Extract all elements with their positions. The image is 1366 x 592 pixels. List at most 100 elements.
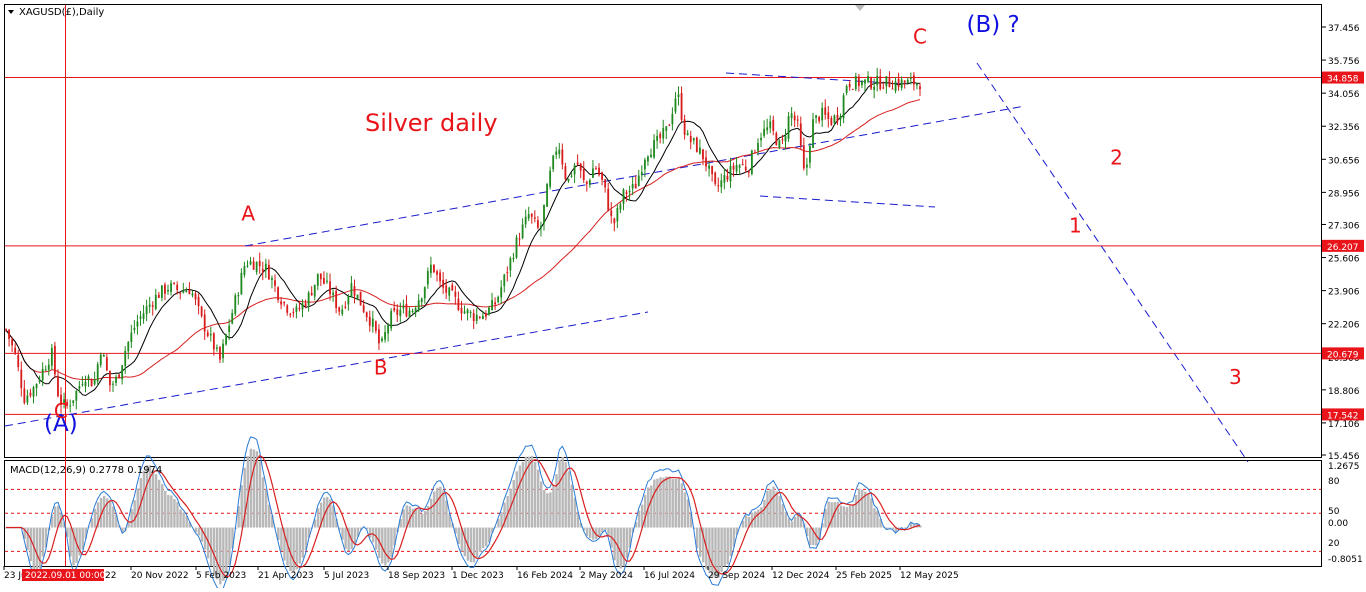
macd-histogram-bar <box>543 490 545 528</box>
macd-histogram-bar <box>568 471 570 527</box>
price-tick-label: 15.456 <box>1328 452 1360 462</box>
candle <box>54 342 56 378</box>
macd-histogram-bar <box>39 528 41 569</box>
macd-histogram-bar <box>775 491 777 527</box>
macd-histogram-bar <box>785 512 787 528</box>
macd-histogram-bar <box>225 528 227 574</box>
macd-histogram-bar <box>638 511 640 528</box>
macd-histogram-bar <box>470 528 472 563</box>
macd-histogram-bar <box>549 492 551 527</box>
macd-histogram-bar <box>852 505 854 528</box>
macd-histogram-bar <box>876 511 878 528</box>
date-tick-label: 5 Feb 2023 <box>196 571 246 581</box>
macd-histogram-bar <box>684 492 686 527</box>
date-tick-label: 1 Dec 2023 <box>452 571 504 581</box>
macd-axis-label: 50 <box>1328 507 1340 517</box>
candle <box>225 334 227 346</box>
candle <box>714 171 716 186</box>
macd-histogram-bar <box>476 528 478 558</box>
macd-histogram-bar <box>730 528 732 557</box>
macd-histogram-bar <box>522 462 524 528</box>
macd-histogram-bar <box>586 528 588 536</box>
price-tick-label: 25.606 <box>1328 255 1360 265</box>
macd-histogram-bar <box>720 528 722 572</box>
price-tick-label: 35.756 <box>1328 57 1360 67</box>
macd-histogram-bar <box>797 515 799 528</box>
candle <box>870 77 872 91</box>
candle <box>91 378 93 386</box>
macd-histogram-bar <box>421 514 423 528</box>
macd-header: MACD(12,26,9) 0.2778 0.1974 <box>10 465 162 476</box>
macd-histogram-bar <box>390 528 392 558</box>
main-panel-frame <box>5 5 1322 458</box>
macd-histogram-bar <box>561 457 563 528</box>
candle <box>751 150 753 176</box>
wave-label: C <box>913 25 927 49</box>
macd-axis-label: 1.2675 <box>1328 462 1360 472</box>
macd-histogram-bar <box>167 495 169 528</box>
candle <box>234 293 236 316</box>
macd-histogram-bar <box>830 502 832 527</box>
macd-histogram-bar <box>326 497 328 528</box>
macd-histogram-bar <box>763 500 765 528</box>
wave-label: 2 <box>1110 145 1123 169</box>
macd-histogram-bar <box>613 528 615 561</box>
macd-histogram-bar <box>745 516 747 528</box>
macd-histogram-bar <box>589 528 591 539</box>
wave-label: 1 <box>1069 213 1082 237</box>
macd-histogram-bar <box>109 501 111 527</box>
macd-histogram-bar <box>402 509 404 527</box>
price-tick-label: 23.906 <box>1328 288 1360 298</box>
macd-histogram-bar <box>30 528 32 562</box>
macd-histogram-bar <box>782 504 784 527</box>
macd-histogram-bar <box>479 528 481 552</box>
macd-histogram-bar <box>436 488 438 528</box>
macd-histogram-bar <box>861 490 863 528</box>
macd-histogram-bar <box>213 528 215 575</box>
macd-histogram-bar <box>259 461 261 527</box>
macd-histogram-bar <box>182 512 184 527</box>
macd-histogram-bar <box>464 528 466 557</box>
macd-histogram-bar <box>482 528 484 549</box>
macd-histogram-bar <box>133 500 135 527</box>
macd-histogram-bar <box>268 505 270 528</box>
macd-histogram-bar <box>384 528 386 566</box>
macd-axis-label: 80 <box>1328 477 1340 487</box>
macd-histogram-bar <box>574 498 576 528</box>
macd-histogram-bar <box>265 489 267 527</box>
macd-histogram-bar <box>137 488 139 527</box>
wave-label: B <box>374 355 388 379</box>
macd-histogram-bar <box>513 480 515 527</box>
level-tag-label: 17.542 <box>1327 411 1359 421</box>
macd-histogram-bar <box>36 528 38 574</box>
candle <box>788 112 790 142</box>
macd-histogram-bar <box>500 512 502 528</box>
candle <box>516 235 518 259</box>
macd-histogram-bar <box>867 494 869 528</box>
macd-histogram-bar <box>458 528 460 544</box>
macd-histogram-bar <box>552 485 554 527</box>
macd-histogram-bar <box>727 528 729 565</box>
macd-histogram-bar <box>525 457 527 528</box>
macd-histogram-bar <box>858 488 860 527</box>
macd-histogram-bar <box>164 491 166 528</box>
macd-histogram-bar <box>678 478 680 528</box>
macd-histogram-bar <box>26 528 28 551</box>
level-tag-label: 34.858 <box>1327 75 1359 85</box>
candle <box>360 292 362 306</box>
date-tick-label: 16 Jul 2024 <box>644 571 695 581</box>
macd-histogram-bar <box>424 511 426 528</box>
macd-histogram-bar <box>430 499 432 528</box>
macd-histogram-bar <box>708 528 710 572</box>
macd-histogram-bar <box>855 495 857 528</box>
candle <box>390 308 392 331</box>
macd-histogram-bar <box>54 506 56 527</box>
macd-histogram-bar <box>711 528 713 577</box>
macd-histogram-bar <box>650 485 652 527</box>
macd-histogram-bar <box>604 528 606 530</box>
wave-label: (B) ? <box>966 12 1019 38</box>
date-tick-label: 12 May 2025 <box>900 571 959 581</box>
candle <box>775 131 777 145</box>
macd-histogram-bar <box>766 491 768 528</box>
